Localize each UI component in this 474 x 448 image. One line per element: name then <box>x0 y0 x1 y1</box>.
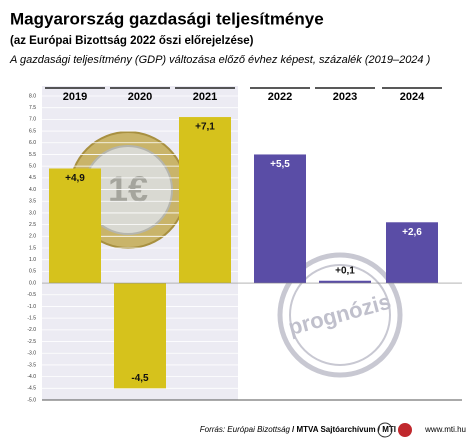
y-tick-label: 3.5 <box>29 199 36 205</box>
x-tick-label: 2022 <box>268 91 292 103</box>
chart-subtitle: (az Európai Bizottság 2022 őszi előrejel… <box>10 35 254 47</box>
value-label: +0,1 <box>335 265 355 276</box>
x-tick-label: 2020 <box>128 91 152 103</box>
value-label: +7,1 <box>195 122 215 133</box>
value-label: +2,6 <box>402 227 422 238</box>
x-tick-label: 2019 <box>63 91 87 103</box>
bar <box>179 117 231 284</box>
svg-text:1€: 1€ <box>108 169 148 210</box>
y-tick-label: -5.0 <box>27 397 36 403</box>
y-tick-label: -3.0 <box>27 351 36 357</box>
bar <box>386 222 438 284</box>
y-tick-label: -4.5 <box>27 386 36 392</box>
y-tick-label: 0.5 <box>29 269 36 275</box>
y-tick-label: -3.5 <box>27 362 36 368</box>
logo <box>398 423 412 437</box>
y-tick-label: 6.5 <box>29 128 36 134</box>
source: Forrás: Európai Bizottság <box>200 425 291 434</box>
y-tick-label: 2.0 <box>29 234 36 240</box>
y-tick-label: 7.0 <box>29 117 36 123</box>
website: www.mti.hu <box>424 425 466 434</box>
y-tick-label: 0.0 <box>29 280 36 286</box>
y-tick-label: 4.0 <box>29 187 36 193</box>
y-tick-label: 2.5 <box>29 222 36 228</box>
y-tick-label: 7.5 <box>29 105 36 111</box>
bar <box>254 154 306 284</box>
y-tick-label: 1.5 <box>29 245 36 251</box>
y-tick-label: 8.0 <box>29 93 36 99</box>
chart-title: Magyarország gazdasági teljesítménye <box>10 9 324 28</box>
value-label: +5,5 <box>270 159 290 170</box>
y-tick-label: -2.0 <box>27 327 36 333</box>
y-tick-label: -4.0 <box>27 374 36 380</box>
credit: / MTVA Sajtóarchívum / MTI <box>292 425 396 434</box>
y-tick-label: 3.0 <box>29 210 36 216</box>
y-tick-label: -1.0 <box>27 304 36 310</box>
x-tick-label: 2021 <box>193 91 217 103</box>
y-tick-label: -0.5 <box>27 292 36 298</box>
euro-coin: 1€ <box>69 131 187 249</box>
bar <box>319 280 371 284</box>
y-tick-label: 4.5 <box>29 175 36 181</box>
bar <box>114 283 166 389</box>
x-tick-label: 2023 <box>333 91 357 103</box>
value-label: -4,5 <box>131 373 149 384</box>
chart-description: A gazdasági teljesítmény (GDP) változása… <box>9 54 431 66</box>
y-tick-label: -2.5 <box>27 339 36 345</box>
y-tick-label: -1.5 <box>27 315 36 321</box>
x-tick-label: 2024 <box>400 91 425 103</box>
y-tick-label: 5.5 <box>29 152 36 158</box>
y-tick-label: 1.0 <box>29 257 36 263</box>
logo <box>377 422 393 438</box>
value-label: +4,9 <box>65 173 85 184</box>
y-tick-label: 6.0 <box>29 140 36 146</box>
y-tick-label: 5.0 <box>29 163 36 169</box>
bar <box>49 168 101 284</box>
